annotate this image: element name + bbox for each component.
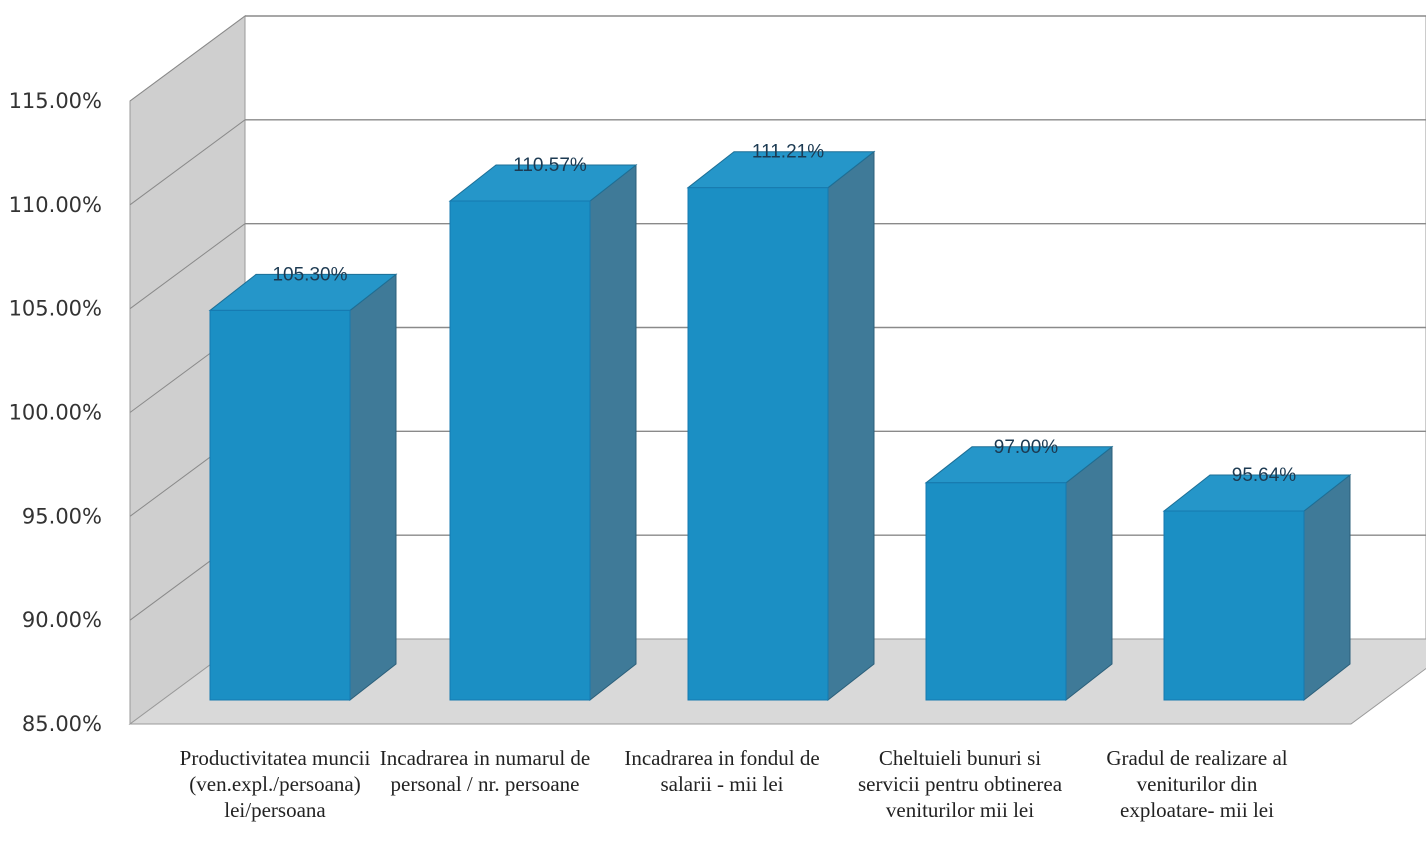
bar-side (827, 150, 875, 702)
y-tick-label: 90.00% (22, 608, 102, 632)
category-label-numar-personal: Incadrarea in numarul de personal / nr. … (379, 746, 591, 796)
data-label: 105.30% (272, 264, 347, 285)
gridline-side (129, 223, 246, 310)
y-tick-label: 110.00% (9, 193, 102, 217)
category-label-venituri: Gradul de realizare al veniturilor din e… (1106, 746, 1288, 822)
bar-side (349, 273, 397, 702)
data-label: 110.57% (513, 155, 587, 176)
bar (1163, 510, 1305, 701)
gridline-side (129, 119, 246, 206)
data-label: 97.00% (994, 437, 1059, 458)
data-label: 95.64% (1232, 465, 1297, 486)
bar (925, 482, 1067, 701)
y-tick-label: 115.00% (9, 89, 102, 113)
category-label-productivitate: Productivitatea muncii (ven.expl./persoa… (179, 746, 371, 822)
bar-side (1303, 474, 1351, 702)
gridline-side (129, 15, 246, 102)
y-tick-label: 85.00% (22, 712, 102, 736)
y-tick-label: 100.00% (9, 401, 102, 425)
data-label: 111.21% (752, 142, 824, 163)
bar-side (589, 163, 637, 702)
bar-side (1065, 445, 1113, 702)
bar (209, 309, 351, 701)
y-tick-label: 105.00% (9, 297, 102, 321)
y-tick-label: 95.00% (22, 504, 102, 528)
category-label-fond-salarii: Incadrarea in fondul de salarii - mii le… (624, 746, 820, 796)
category-label-cheltuieli: Cheltuieli bunuri si servicii pentru obt… (857, 746, 1063, 822)
bar (449, 200, 591, 701)
bar (687, 187, 829, 701)
